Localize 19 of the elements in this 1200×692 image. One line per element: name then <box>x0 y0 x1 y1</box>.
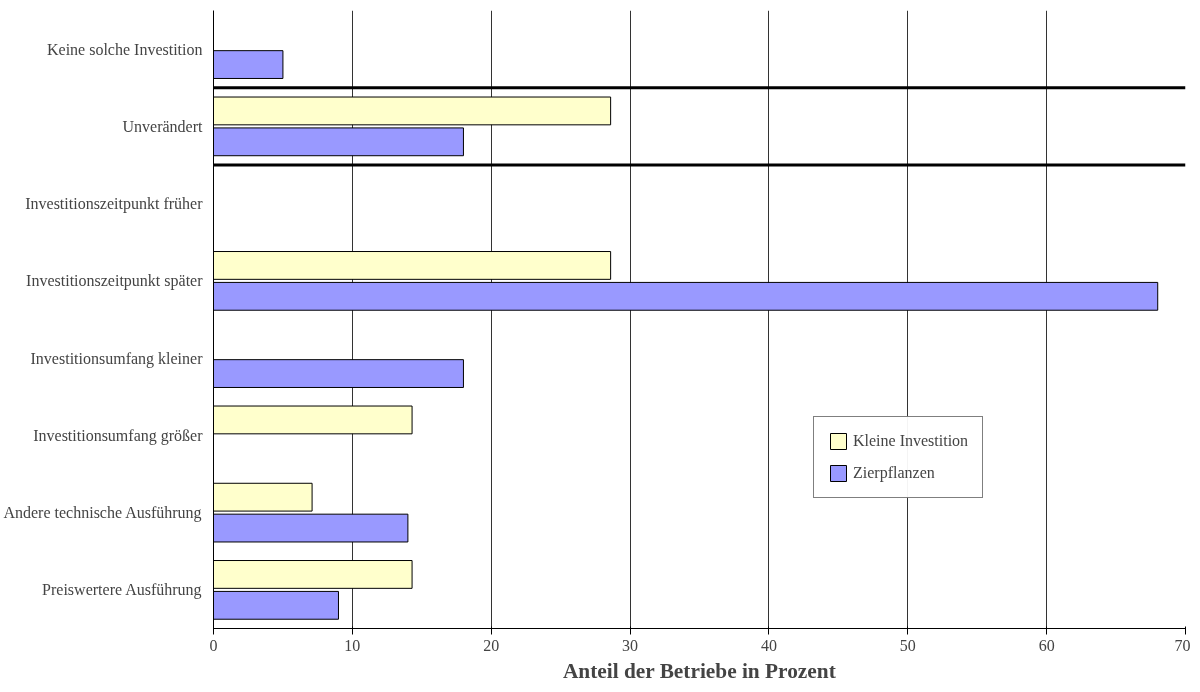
legend-label: Kleine Investition <box>853 432 969 450</box>
y-tick-label: Investitionsumfang größer <box>33 426 204 445</box>
y-tick-label: Andere technische Ausführung <box>3 504 202 523</box>
y-tick-label: Preiswertere Ausführung <box>42 581 202 600</box>
y-tick-label: Investitionszeitpunkt früher <box>25 195 204 214</box>
y-tick-label: Investitionszeitpunkt später <box>26 272 204 291</box>
x-tick-label: 0 <box>209 636 218 654</box>
x-tick-label: 10 <box>344 636 361 654</box>
x-tick-label: 60 <box>1038 636 1055 654</box>
x-tick-label: 20 <box>483 636 500 654</box>
y-tick-label: Keine solche Investition <box>46 40 203 58</box>
legend-label: Zierpflanzen <box>853 464 935 482</box>
y-tick-label: Investitionsumfang kleiner <box>30 349 204 368</box>
x-tick-label: 40 <box>760 636 777 654</box>
x-axis-title: Anteil der Betriebe in Prozent <box>562 658 837 683</box>
x-tick-label: 30 <box>622 636 639 654</box>
x-tick-label: 50 <box>899 636 916 654</box>
x-tick-label: 70 <box>1174 636 1191 654</box>
y-tick-label: Unverändert <box>122 117 204 135</box>
